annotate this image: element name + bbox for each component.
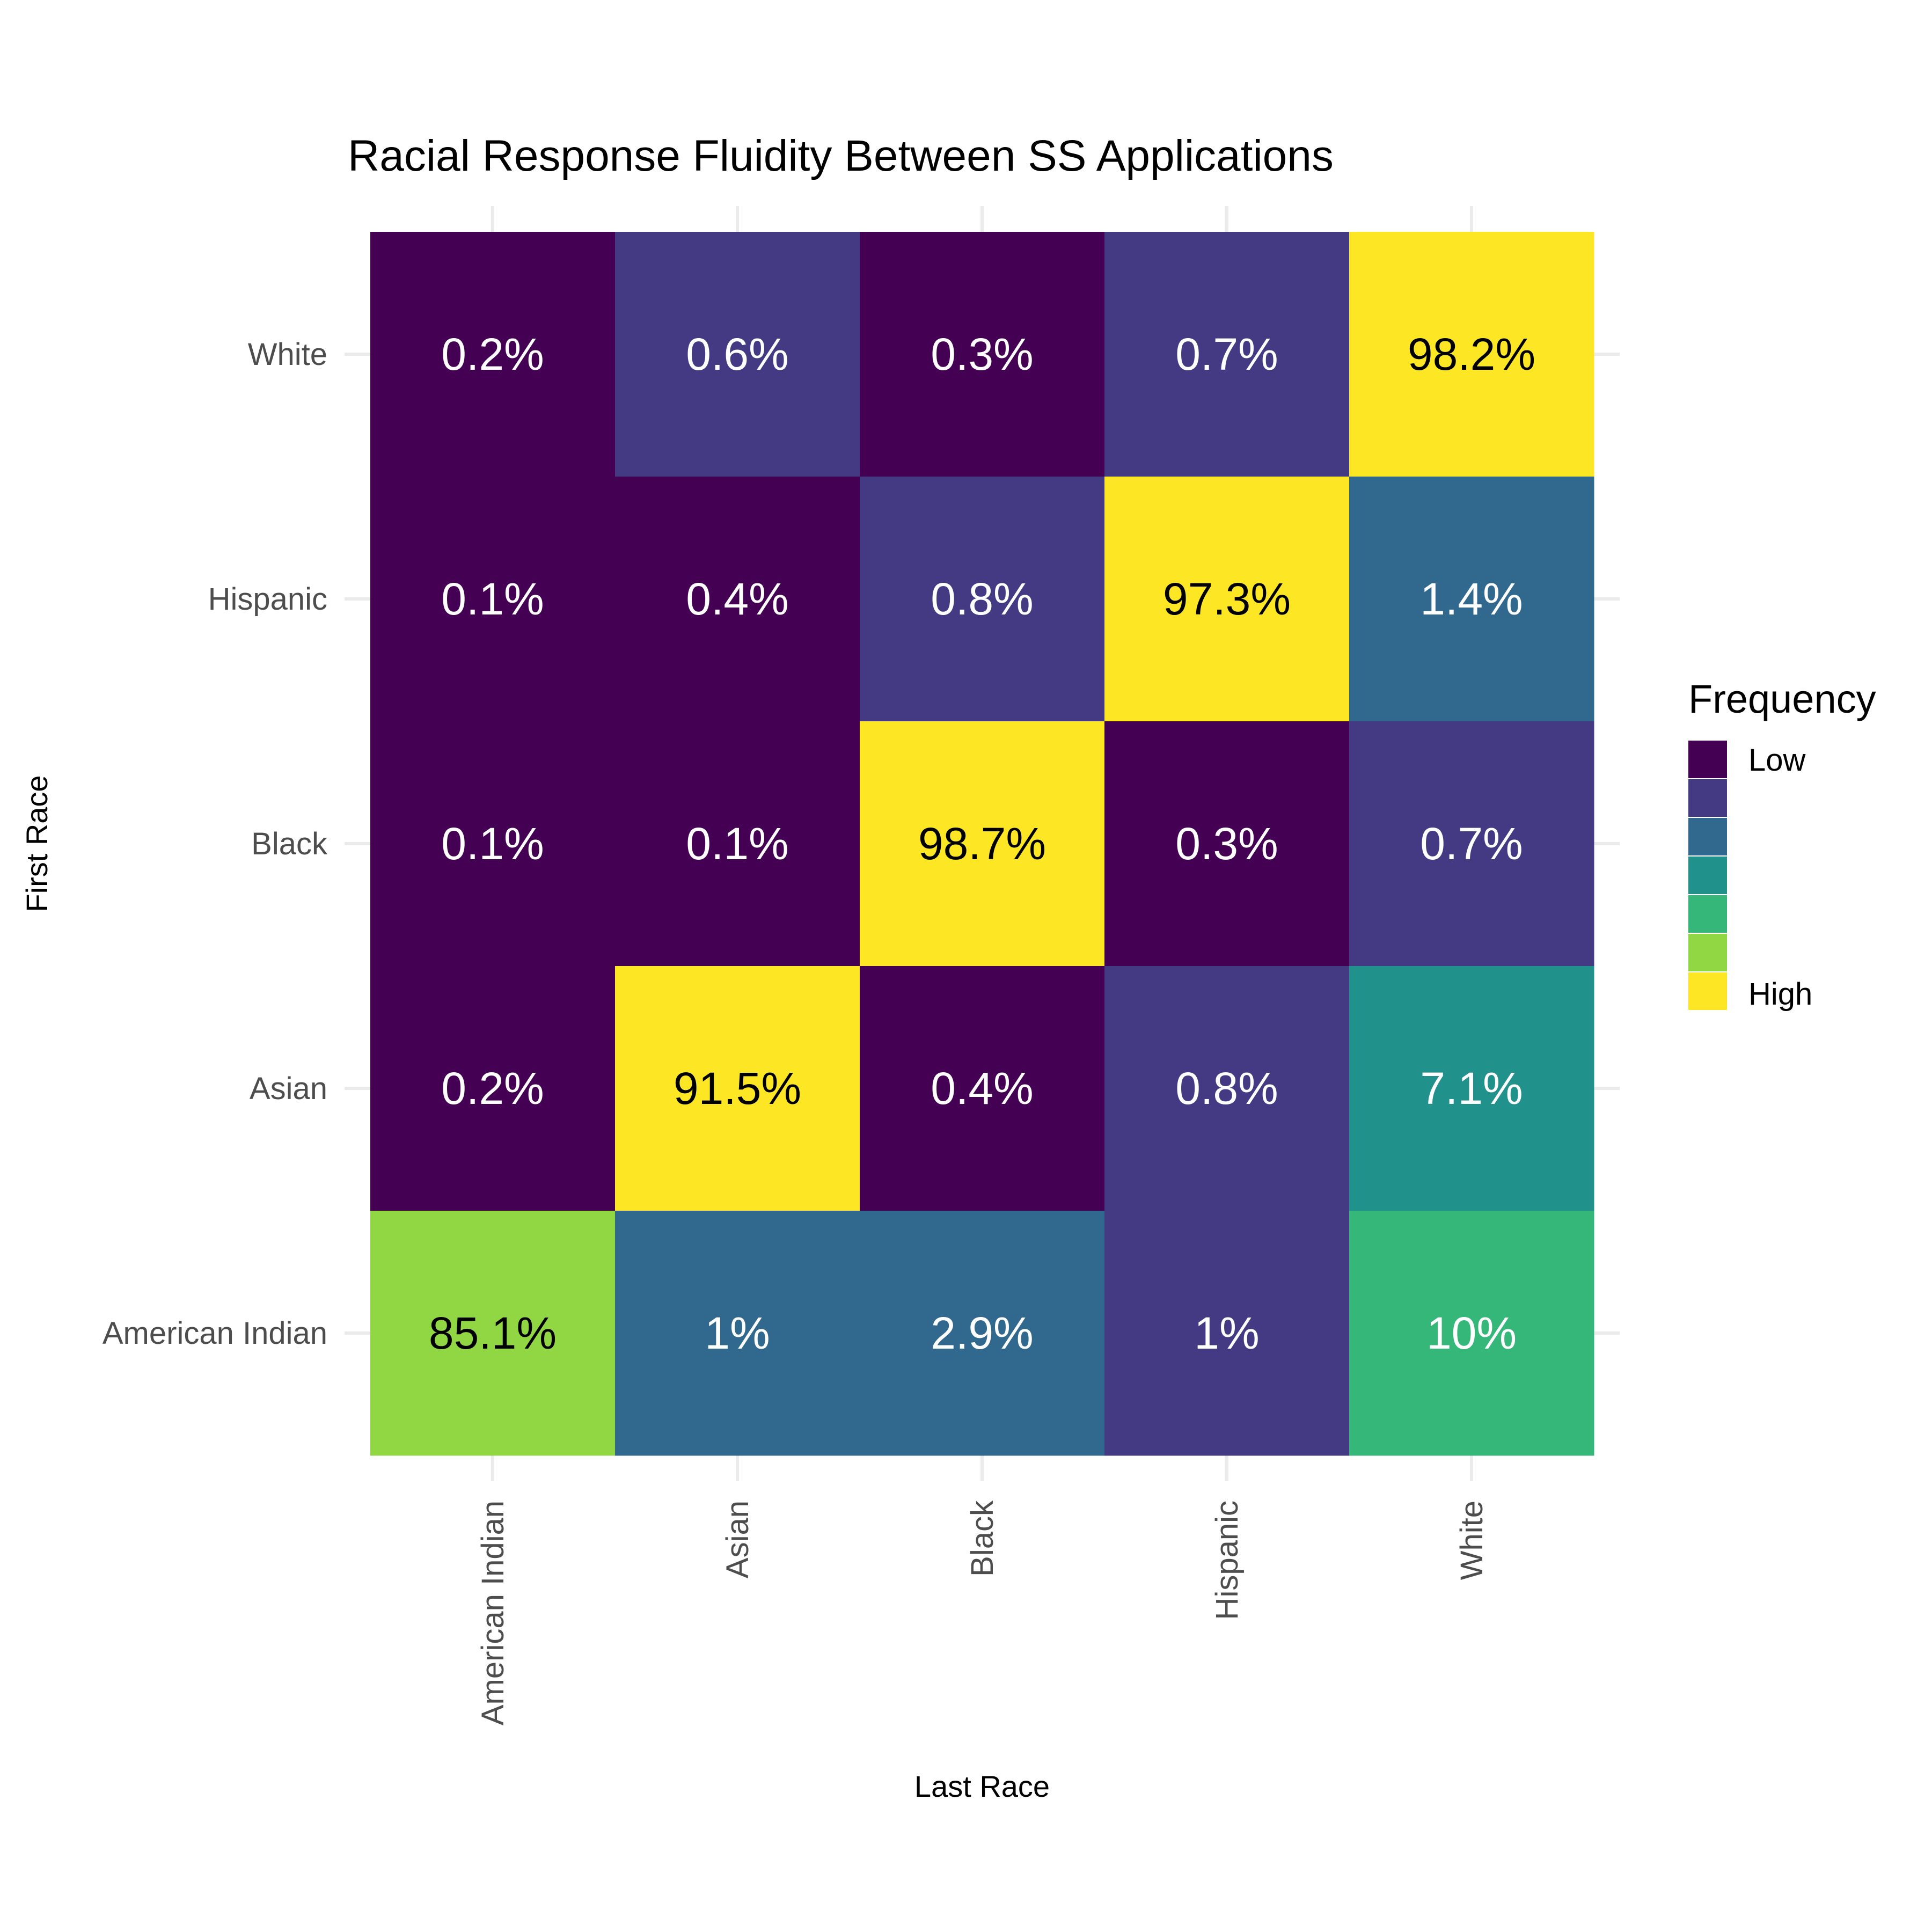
- x-tick-label: White: [1454, 1501, 1489, 1580]
- legend: Frequency Low High: [1688, 677, 1876, 1012]
- cell-value-label: 0.8%: [931, 574, 1033, 624]
- cell-value-label: 0.2%: [441, 1063, 544, 1114]
- x-tick-label: American Indian: [475, 1501, 510, 1725]
- heatmap-cell: [370, 721, 616, 967]
- cell-value-label: 0.4%: [686, 574, 788, 624]
- heatmap-cell: [370, 477, 616, 722]
- legend-title: Frequency: [1688, 677, 1876, 721]
- legend-key: [1688, 934, 1727, 971]
- heatmap-cell: [860, 1211, 1105, 1456]
- legend-key: [1688, 972, 1727, 1010]
- y-tick-label: White: [248, 337, 327, 372]
- cell-value-label: 0.2%: [441, 329, 544, 379]
- legend-color-keys: [1688, 741, 1727, 1010]
- heatmap-cell: [860, 232, 1105, 477]
- cell-value-label: 0.6%: [686, 329, 788, 379]
- heatmap-cell: [1349, 477, 1594, 722]
- cell-value-label: 0.1%: [686, 818, 788, 869]
- heatmap-cell: [370, 1211, 616, 1456]
- y-tick-label: Black: [251, 826, 328, 861]
- x-tick-label: Black: [965, 1500, 1000, 1577]
- legend-key: [1688, 818, 1727, 855]
- cell-value-label: 91.5%: [674, 1063, 801, 1114]
- cell-value-label: 0.3%: [1175, 818, 1278, 869]
- cell-value-label: 98.7%: [918, 818, 1046, 869]
- heatmap-cell: [1349, 721, 1594, 967]
- cell-value-label: 7.1%: [1420, 1063, 1523, 1114]
- cell-value-label: 1%: [1194, 1308, 1259, 1358]
- heatmap-cell: [370, 232, 616, 477]
- cell-value-label: 97.3%: [1163, 574, 1291, 624]
- heatmap-cell: [1104, 966, 1350, 1211]
- cell-value-label: 0.8%: [1175, 1063, 1278, 1114]
- cell-value-label: 0.7%: [1175, 329, 1278, 379]
- cell-value-label: 0.1%: [441, 818, 544, 869]
- heatmap-cell: [860, 721, 1105, 967]
- x-tick-label: Asian: [720, 1501, 755, 1578]
- heatmap-cell: [615, 1211, 860, 1456]
- cell-value-label: 0.1%: [441, 574, 544, 624]
- x-tick-label: Hispanic: [1210, 1501, 1245, 1620]
- heatmap-cell: [615, 477, 860, 722]
- heatmap-cell: [860, 477, 1105, 722]
- heatmap-cell: [1349, 232, 1594, 477]
- cell-value-label: 85.1%: [429, 1308, 557, 1358]
- legend-key: [1688, 895, 1727, 933]
- heatmap-cell: [1104, 721, 1350, 967]
- y-axis-title: First Race: [20, 775, 54, 912]
- cell-value-label: 0.4%: [931, 1063, 1033, 1114]
- cell-value-label: 10%: [1426, 1308, 1517, 1358]
- y-tick-label: American Indian: [103, 1316, 327, 1351]
- cell-labels: 0.2% 0.6% 0.3% 0.7% 98.2% 0.1% 0.4% 0.8% 97.3% 1.…: [429, 329, 1535, 1358]
- x-axis-title: Last Race: [914, 1769, 1050, 1803]
- chart-title: Racial Response Fluidity Between SS Appl…: [348, 131, 1334, 180]
- legend-key: [1688, 741, 1727, 778]
- heatmap-cell: [615, 232, 860, 477]
- y-tick-label: Asian: [250, 1071, 327, 1106]
- heatmap-cell: [1349, 1211, 1594, 1456]
- cell-value-label: 1.4%: [1420, 574, 1523, 624]
- legend-key: [1688, 779, 1727, 817]
- heatmap-cell: [1104, 1211, 1350, 1456]
- heatmap-cell: [370, 966, 616, 1211]
- legend-low-label: Low: [1748, 743, 1806, 778]
- cell-value-label: 0.3%: [931, 329, 1033, 379]
- heatmap-cell: [615, 966, 860, 1211]
- heatmap-cell: [1104, 232, 1350, 477]
- heatmap-cells: [370, 232, 1594, 1456]
- heatmap-cell: [1349, 966, 1594, 1211]
- cell-value-label: 1%: [705, 1308, 770, 1358]
- legend-key: [1688, 857, 1727, 894]
- y-tick-label: Hispanic: [208, 582, 327, 617]
- cell-value-label: 0.7%: [1420, 818, 1523, 869]
- heatmap-cell: [860, 966, 1105, 1211]
- cell-value-label: 98.2%: [1408, 329, 1535, 379]
- legend-high-label: High: [1748, 977, 1812, 1012]
- heatmap-cell: [615, 721, 860, 967]
- axis-ticks: American Indian Asian Black Hispanic White Am…: [103, 337, 1489, 1725]
- heatmap-cell: [1104, 477, 1350, 722]
- cell-value-label: 2.9%: [931, 1308, 1033, 1358]
